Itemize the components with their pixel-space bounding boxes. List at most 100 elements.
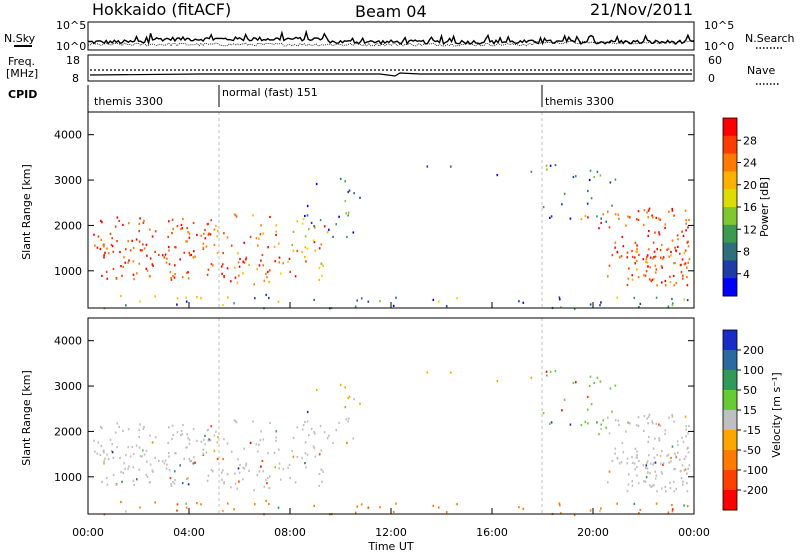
power-cell xyxy=(124,261,126,264)
power-cell xyxy=(345,212,347,215)
power-cell xyxy=(213,228,216,231)
power-cell xyxy=(392,304,395,307)
power-cell xyxy=(346,235,348,239)
power-cell xyxy=(637,276,640,279)
velocity-cell xyxy=(233,419,236,422)
power-cell xyxy=(230,244,233,247)
power-cell xyxy=(274,260,276,263)
power-cell xyxy=(658,217,660,220)
power-cell xyxy=(187,231,189,234)
velocity-cell xyxy=(655,474,658,477)
velocity-cell xyxy=(685,425,687,428)
velocity-cell xyxy=(636,456,638,459)
noise-traces xyxy=(87,29,695,47)
power-cell xyxy=(279,272,282,275)
power-cell xyxy=(596,170,599,173)
power-cell xyxy=(125,304,127,307)
power-cell xyxy=(111,245,114,248)
velocity-cell xyxy=(608,432,611,435)
power-cell xyxy=(426,165,429,168)
power-cell xyxy=(687,240,689,243)
velocity-cell xyxy=(680,469,682,472)
power-cell xyxy=(313,298,315,301)
velocity-cell xyxy=(332,441,334,444)
velocity-cell xyxy=(637,416,640,419)
x-tick-label: 16:00 xyxy=(476,526,508,539)
velocity-cell xyxy=(128,465,130,468)
power-cell xyxy=(644,274,647,277)
power-cell xyxy=(141,249,143,252)
velocity-cell xyxy=(659,424,662,427)
velocity-cell xyxy=(686,482,688,485)
velocity-cell xyxy=(173,482,176,485)
velocity-cell xyxy=(223,482,225,485)
power-cell xyxy=(320,243,323,246)
power-cell xyxy=(132,246,135,250)
velocity-cell xyxy=(426,371,429,374)
velocity-cell xyxy=(622,451,625,454)
velocity-cell xyxy=(202,452,205,455)
velocity-cell xyxy=(675,487,677,491)
velocity-cell xyxy=(296,426,299,429)
velocity-cell xyxy=(662,462,665,465)
power-cell xyxy=(646,254,649,257)
power-cell xyxy=(301,250,303,254)
velocity-cell xyxy=(107,458,110,461)
power-cell xyxy=(230,280,232,283)
power-cell xyxy=(359,196,361,199)
power-cell xyxy=(170,277,172,280)
power-cell xyxy=(118,219,120,222)
freq-panel: Freq. [MHz] 18 8 60 0 Nave xyxy=(6,54,780,85)
power-cell xyxy=(171,218,174,221)
power-cell xyxy=(116,240,118,243)
velocity-cell xyxy=(496,380,499,383)
velocity-cell xyxy=(204,434,206,437)
colorbar-tick-label: 15 xyxy=(743,404,757,417)
power-cell xyxy=(665,284,667,287)
velocity-cell xyxy=(617,419,619,422)
power-cell xyxy=(682,234,685,237)
velocity-cell xyxy=(572,381,575,385)
power-cell xyxy=(575,175,577,178)
velocity-cell xyxy=(222,509,224,513)
velocity-cell xyxy=(189,460,191,463)
power-cell xyxy=(659,249,662,252)
power-cell xyxy=(204,237,207,240)
power-cell xyxy=(607,275,609,278)
power-cell xyxy=(683,298,685,301)
power-cell xyxy=(608,226,611,229)
velocity-cell xyxy=(626,462,629,465)
velocity-cell xyxy=(687,432,689,435)
power-cell xyxy=(653,278,655,281)
x-tick-label: 04:00 xyxy=(173,526,205,539)
velocity-cell xyxy=(607,416,609,419)
velocity-cell xyxy=(688,424,690,428)
x-axis-label: Time UT xyxy=(367,540,413,553)
power-cell xyxy=(688,218,690,222)
power-cell xyxy=(154,250,156,253)
velocity-cell xyxy=(686,490,689,493)
power-cell xyxy=(590,197,593,200)
velocity-cell xyxy=(683,504,685,507)
velocity-cell xyxy=(322,470,324,473)
velocity-cell xyxy=(660,470,663,474)
velocity-cell xyxy=(648,435,650,439)
colorbar-swatch xyxy=(723,260,737,279)
power-cell xyxy=(188,232,191,235)
power-cell xyxy=(100,219,102,222)
velocity-cell xyxy=(171,424,174,427)
power-cell xyxy=(237,261,240,264)
velocity-cell xyxy=(105,476,108,479)
velocity-cell xyxy=(304,441,307,444)
velocity-cell xyxy=(106,453,108,456)
velocity-cell xyxy=(625,430,627,433)
power-cell xyxy=(253,283,255,286)
velocity-cell xyxy=(305,466,307,469)
power-cell xyxy=(653,250,656,253)
power-cell xyxy=(674,246,676,249)
velocity-cell xyxy=(318,484,321,487)
power-cell xyxy=(686,299,689,302)
power-cell xyxy=(636,244,638,247)
power-cell xyxy=(152,264,154,267)
velocity-cell xyxy=(262,438,265,441)
